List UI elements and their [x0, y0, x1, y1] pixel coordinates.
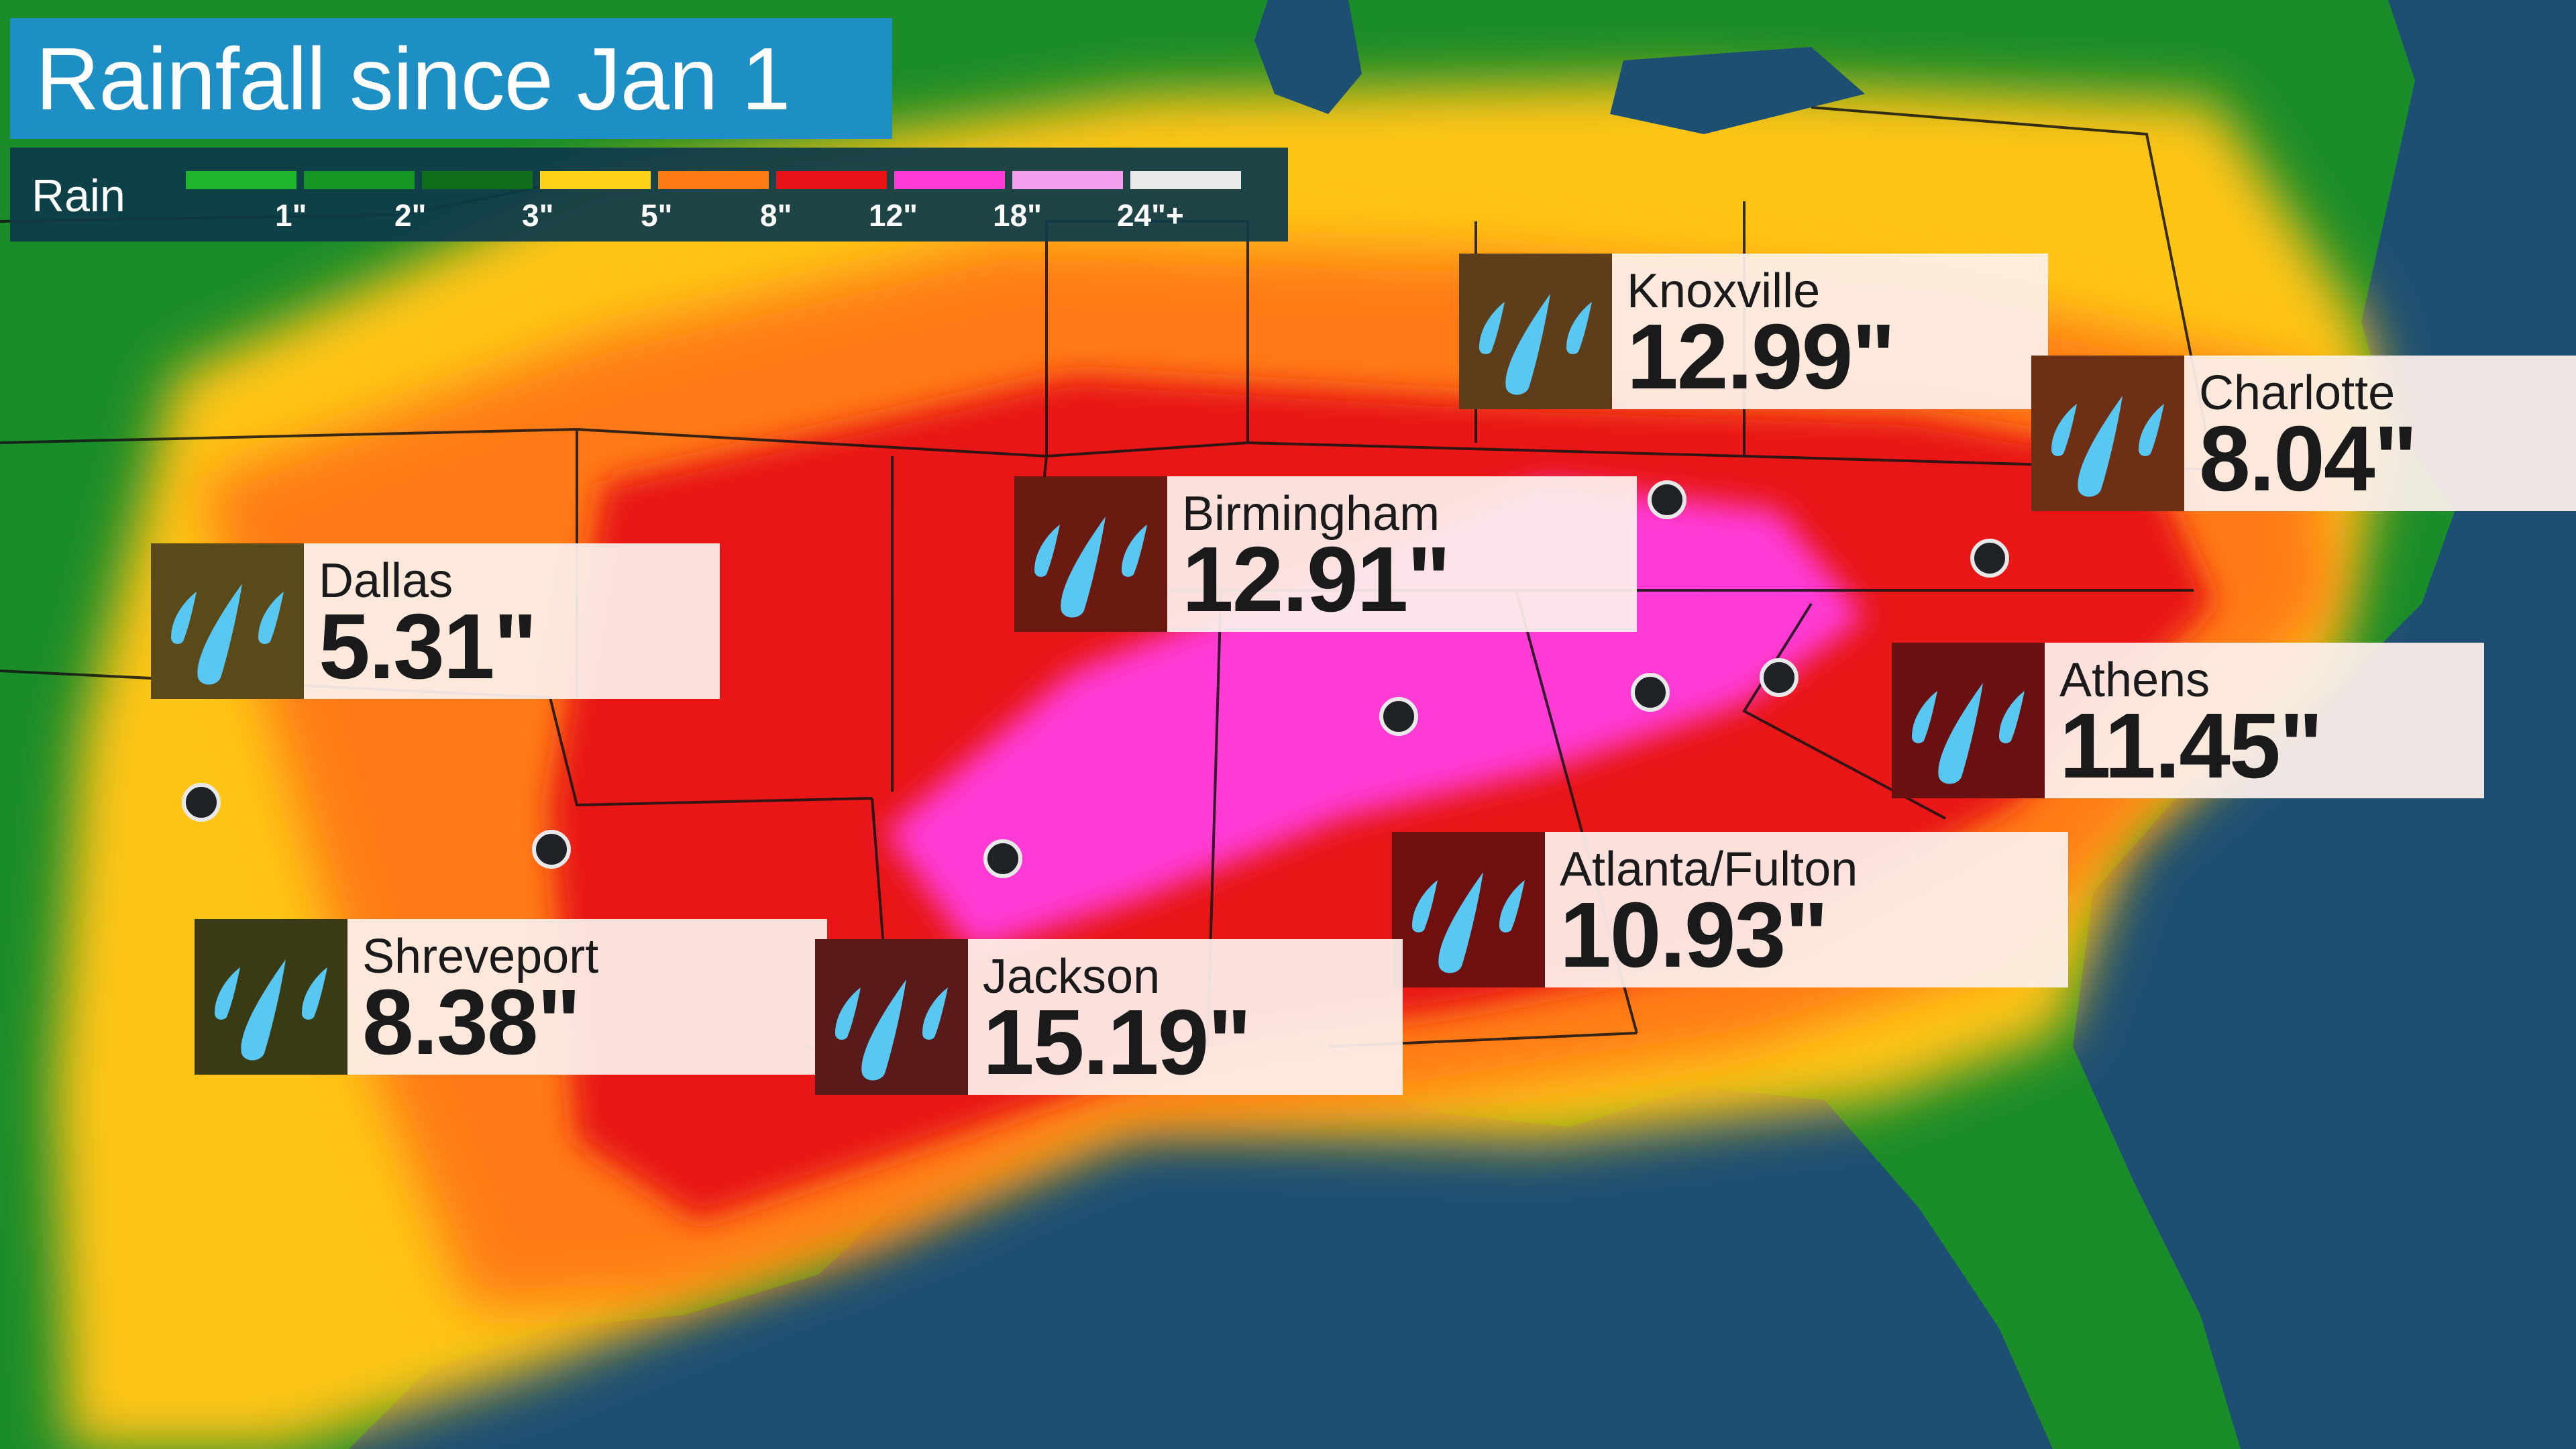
legend-tick-label: 3"	[522, 198, 554, 233]
legend-swatch	[186, 171, 297, 189]
callout-rain-total: 8.38"	[362, 971, 581, 1074]
callout-card: Knoxville 12.99"	[1612, 254, 2048, 409]
legend-tick-label: 5"	[641, 198, 673, 233]
rain-drops-icon	[1392, 832, 1545, 987]
rain-drop-center	[1061, 517, 1106, 618]
callout-city-name: Birmingham	[1182, 487, 1440, 541]
map-title-bar: Rainfall since Jan 1	[10, 18, 892, 139]
city-dot	[1631, 673, 1670, 712]
callout-city-name: Jackson	[983, 950, 1161, 1004]
rain-drop-left	[171, 592, 197, 644]
legend-swatch	[894, 171, 1005, 189]
rain-drop-left	[1412, 880, 1438, 932]
legend-swatch	[1012, 171, 1123, 189]
rain-drop-right	[1566, 302, 1592, 354]
callout-city-name: Knoxville	[1627, 264, 1821, 318]
rain-drops-icon	[2031, 356, 2184, 511]
rain-drop-center	[1505, 294, 1550, 395]
legend-tick-label: 24"+	[1117, 198, 1184, 233]
callout-rain-total: 11.45"	[2059, 694, 2323, 798]
city-dot	[1379, 697, 1418, 736]
rain-drops-icon	[1459, 254, 1612, 409]
callout-shreveport: Shreveport 8.38"	[195, 919, 827, 1075]
callout-knoxville: Knoxville 12.99"	[1459, 254, 2048, 409]
city-dot	[182, 783, 221, 822]
city-dot	[532, 830, 571, 869]
rain-drop-left	[1912, 691, 1937, 743]
callout-rain-total: 15.19"	[983, 991, 1252, 1094]
callout-card: Birmingham 12.91"	[1167, 476, 1637, 632]
callout-city-name: Charlotte	[2199, 366, 2396, 420]
rain-drops-icon	[1892, 643, 2045, 798]
city-dot	[1760, 658, 1799, 697]
rain-drops-icon	[1014, 476, 1167, 632]
rain-drop-left	[1034, 525, 1060, 577]
callout-card: Atlanta/Fulton 10.93"	[1545, 832, 2068, 987]
rain-drop-right	[1122, 525, 1147, 577]
legend-swatch	[304, 171, 415, 189]
rain-legend: Rain 1" 2" 3" 5" 8" 12" 18" 24"+	[10, 148, 1288, 241]
rain-drop-center	[241, 959, 286, 1061]
callout-rain-total: 12.99"	[1627, 305, 1896, 409]
callout-city-name: Dallas	[319, 554, 453, 608]
callout-rain-total: 10.93"	[1560, 883, 1829, 987]
callout-rain-total: 12.91"	[1182, 528, 1451, 631]
lake-erie	[1610, 47, 1865, 134]
callout-birmingham: Birmingham 12.91"	[1014, 476, 1637, 632]
great-lakes	[1254, 0, 1865, 134]
rain-drop-right	[258, 592, 284, 644]
rain-drop-right	[2139, 404, 2164, 456]
legend-swatch	[422, 171, 533, 189]
callout-city-name: Atlanta/Fulton	[1560, 843, 1858, 896]
callout-card: Jackson 15.19"	[968, 939, 1403, 1095]
city-dot	[1648, 480, 1686, 519]
rain-drop-center	[861, 979, 906, 1081]
callout-jackson: Jackson 15.19"	[815, 939, 1403, 1095]
rain-drops-icon	[195, 919, 347, 1075]
rain-drop-left	[2051, 404, 2077, 456]
callout-card: Shreveport 8.38"	[347, 919, 827, 1075]
legend-swatch	[658, 171, 769, 189]
legend-tick-label: 1"	[275, 198, 307, 233]
rain-drop-right	[922, 987, 948, 1040]
callout-athens: Athens 11.45"	[1892, 643, 2484, 798]
rain-drop-left	[1479, 302, 1505, 354]
legend-tick-label: 12"	[869, 198, 918, 233]
legend-swatch	[540, 171, 651, 189]
rain-drop-center	[1938, 683, 1983, 784]
callout-city-name: Athens	[2059, 653, 2210, 707]
rain-drops-icon	[815, 939, 968, 1095]
legend-tick-label: 8"	[760, 198, 792, 233]
city-dot	[983, 839, 1022, 878]
lake-michigan	[1254, 0, 1362, 114]
rain-drop-center	[197, 584, 242, 685]
rain-drop-right	[1499, 880, 1525, 932]
callout-charlotte: Charlotte 8.04"	[2031, 356, 2576, 511]
rain-drop-center	[2078, 396, 2123, 497]
callout-card: Charlotte 8.04"	[2184, 356, 2576, 511]
callout-rain-total: 5.31"	[319, 595, 537, 698]
city-dot	[1970, 539, 2009, 578]
callout-city-name: Shreveport	[362, 930, 599, 983]
callout-rain-total: 8.04"	[2199, 407, 2418, 511]
callout-atlanta: Atlanta/Fulton 10.93"	[1392, 832, 2068, 987]
legend-label: Rain	[32, 170, 125, 221]
map-title: Rainfall since Jan 1	[36, 30, 791, 128]
callout-dallas: Dallas 5.31"	[151, 543, 720, 699]
callout-card: Athens 11.45"	[2045, 643, 2484, 798]
legend-tick-label: 2"	[394, 198, 427, 233]
legend-swatch	[1130, 171, 1241, 189]
rain-drop-right	[302, 967, 327, 1020]
rain-drop-left	[215, 967, 240, 1020]
rain-drops-icon	[151, 543, 304, 699]
callout-card: Dallas 5.31"	[304, 543, 720, 699]
rain-drop-center	[1438, 872, 1483, 973]
legend-swatch	[776, 171, 887, 189]
rain-drop-left	[835, 987, 861, 1040]
rain-drop-right	[1999, 691, 2025, 743]
legend-tick-label: 18"	[993, 198, 1042, 233]
